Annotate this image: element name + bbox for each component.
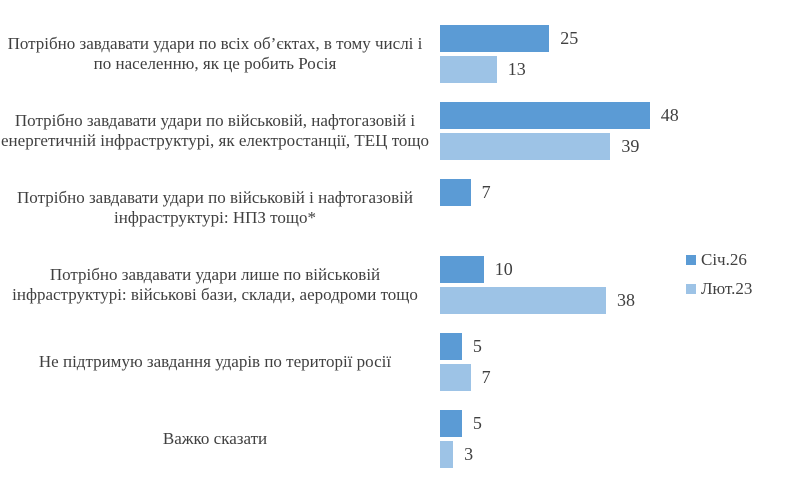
chart-row: Не підтримую завдання ударів по територі… xyxy=(0,333,800,391)
category-label: Потрібно завдавати удари по військовій і… xyxy=(17,188,413,227)
bar-lyut23 xyxy=(440,133,611,160)
chart-row: Важко сказати 5 3 xyxy=(0,410,800,468)
category-label: Важко сказати xyxy=(162,429,268,448)
bar-value-label: 5 xyxy=(472,413,482,433)
legend-label: Лют.23 xyxy=(701,279,753,298)
bar-value-label: 3 xyxy=(464,444,474,464)
bar-value-label: 5 xyxy=(472,336,482,356)
legend-label: Січ.26 xyxy=(701,250,747,269)
bar-line: 13 xyxy=(440,56,800,83)
chart-row: Потрібно завдавати удари по військовій і… xyxy=(0,179,800,237)
bar-sich26 xyxy=(440,256,484,283)
bar-value-label: 13 xyxy=(507,59,526,79)
bar-group: 48 39 xyxy=(440,102,800,160)
bar-lyut23 xyxy=(440,364,471,391)
chart-row: Потрібно завдавати удари лише по військо… xyxy=(0,256,800,314)
bar-line: 10 xyxy=(440,256,800,283)
bar-sich26 xyxy=(440,179,471,206)
category-label: Потрібно завдавати удари по всіх об’єкта… xyxy=(7,34,423,73)
bar-sich26 xyxy=(440,102,650,129)
chart-row: Потрібно завдавати удари по всіх об’єкта… xyxy=(0,25,800,83)
bar-sich26 xyxy=(440,410,462,437)
category-label: Не підтримую завдання ударів по територі… xyxy=(38,352,392,371)
legend-swatch-icon xyxy=(686,255,696,265)
bar-value-label: 48 xyxy=(660,105,679,125)
bar-group: 10 38 xyxy=(440,256,800,314)
bar-line: 25 xyxy=(440,25,800,52)
bar-group: 25 13 xyxy=(440,25,800,83)
bar-sich26 xyxy=(440,25,550,52)
chart-rows: Потрібно завдавати удари по всіх об’єкта… xyxy=(0,25,800,468)
bar-value-label: 7 xyxy=(481,182,491,202)
legend: Січ.26 Лют.23 xyxy=(686,250,752,308)
bar-lyut23 xyxy=(440,56,497,83)
bar-value-label: 7 xyxy=(481,367,491,387)
bar-lyut23 xyxy=(440,441,454,468)
bar-group: 7 xyxy=(440,179,800,237)
legend-item: Січ.26 xyxy=(686,250,752,270)
bar-value-label: 38 xyxy=(617,290,636,310)
bar-sich26 xyxy=(440,333,462,360)
bar-line: 7 xyxy=(440,179,800,206)
legend-item: Лют.23 xyxy=(686,279,752,299)
bar-lyut23 xyxy=(440,287,607,314)
bar-line: 5 xyxy=(440,333,800,360)
bar-value-label: 25 xyxy=(560,28,579,48)
category-label: Потрібно завдавати удари лише по військо… xyxy=(12,265,418,304)
bar-value-label: 39 xyxy=(621,136,640,156)
bar-line: 3 xyxy=(440,441,800,468)
bar-line: 48 xyxy=(440,102,800,129)
chart-row: Потрібно завдавати удари по військовій, … xyxy=(0,102,800,160)
legend-swatch-icon xyxy=(686,284,696,294)
bar-line: 7 xyxy=(440,364,800,391)
bar-line: 39 xyxy=(440,133,800,160)
category-label: Потрібно завдавати удари по військовій, … xyxy=(1,111,429,150)
bar-line xyxy=(440,210,800,237)
bar-value-label: 10 xyxy=(494,259,513,279)
bar-line: 5 xyxy=(440,410,800,437)
bar-line: 38 xyxy=(440,287,800,314)
